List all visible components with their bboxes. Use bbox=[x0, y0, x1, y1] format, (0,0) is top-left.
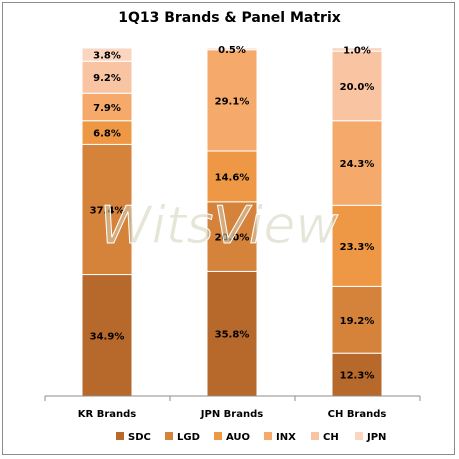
legend-label: INX bbox=[276, 432, 296, 443]
watermark: WitsView bbox=[100, 196, 338, 256]
legend-swatch bbox=[264, 432, 272, 440]
bar-auo-jpn-brands bbox=[206, 150, 258, 203]
bars-layer bbox=[81, 47, 383, 397]
legend-item-ch: CH bbox=[311, 432, 339, 443]
legend-item-jpn: JPN bbox=[355, 432, 386, 443]
legend-swatch bbox=[214, 432, 222, 440]
legend-swatch bbox=[165, 432, 173, 440]
data-label: 24.3% bbox=[340, 159, 375, 170]
x-tick-label: JPN Brands bbox=[200, 409, 263, 420]
data-label: 0.5% bbox=[218, 45, 246, 56]
data-label: 6.8% bbox=[93, 129, 121, 140]
data-label: 20.0% bbox=[340, 82, 375, 93]
data-label: 34.9% bbox=[90, 331, 125, 342]
bar-ch-kr-brands bbox=[81, 60, 133, 94]
legend-label: AUO bbox=[226, 432, 250, 443]
bar-jpn-ch-brands bbox=[331, 47, 383, 52]
bar-auo-ch-brands bbox=[331, 204, 383, 287]
x-tick-labels: KR Brands JPN Brands CH Brands bbox=[78, 409, 387, 420]
legend-swatch bbox=[116, 432, 124, 440]
data-label: 12.3% bbox=[340, 371, 375, 382]
bar-jpn-kr-brands bbox=[81, 47, 133, 62]
data-label: 1.0% bbox=[343, 45, 371, 56]
data-label: 29.1% bbox=[215, 96, 250, 107]
legend-label: CH bbox=[323, 432, 339, 443]
bar-ch-ch-brands bbox=[331, 50, 383, 122]
data-label: 14.6% bbox=[215, 172, 250, 183]
data-label: 19.2% bbox=[340, 316, 375, 327]
legend-item-sdc: SDC bbox=[116, 432, 151, 443]
data-label: 37.4% bbox=[90, 205, 125, 216]
legend-item-auo: AUO bbox=[214, 432, 250, 443]
x-tick-label: CH Brands bbox=[328, 409, 387, 420]
data-label: 23.3% bbox=[340, 242, 375, 253]
x-ticks-layer bbox=[44, 396, 421, 401]
data-label: 3.8% bbox=[93, 51, 121, 62]
legend-item-lgd: LGD bbox=[165, 432, 200, 443]
bar-inx-ch-brands bbox=[331, 120, 383, 206]
bar-lgd-kr-brands bbox=[81, 143, 133, 276]
legend-label: SDC bbox=[128, 432, 151, 443]
legend-swatch bbox=[355, 432, 363, 440]
data-label: 9.2% bbox=[93, 73, 121, 84]
bar-inx-jpn-brands bbox=[206, 49, 258, 152]
legend: SDC LGD AUO INX CH JPN bbox=[116, 432, 386, 443]
data-labels-layer: 34.9% 37.4% 6.8% 7.9% 9.2% 3.8% 35.8% 20.0% 14.6… bbox=[90, 45, 375, 382]
x-tick-label: KR Brands bbox=[78, 409, 137, 420]
legend-label: LGD bbox=[177, 432, 200, 443]
bar-jpn-jpn-brands bbox=[206, 47, 258, 51]
data-label: 35.8% bbox=[215, 330, 250, 341]
bar-lgd-ch-brands bbox=[331, 285, 383, 354]
bar-lgd-jpn-brands bbox=[206, 201, 258, 272]
legend-item-inx: INX bbox=[264, 432, 296, 443]
legend-label: JPN bbox=[366, 432, 386, 443]
data-label: 7.9% bbox=[93, 103, 121, 114]
data-label: 20.0% bbox=[215, 233, 250, 244]
legend-swatch bbox=[311, 432, 319, 440]
chart-title: 1Q13 Brands & Panel Matrix bbox=[118, 10, 341, 26]
